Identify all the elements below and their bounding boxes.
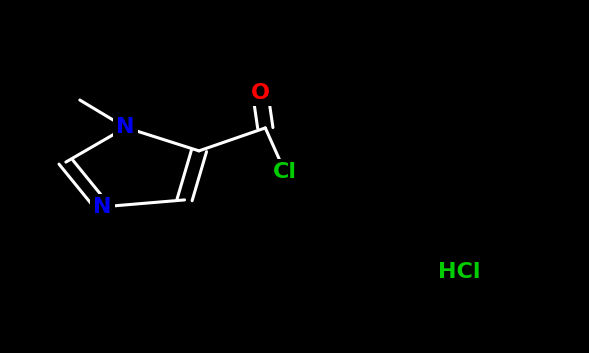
Text: O: O bbox=[251, 83, 270, 103]
Text: N: N bbox=[117, 118, 135, 137]
Text: N: N bbox=[93, 197, 111, 217]
Text: Cl: Cl bbox=[273, 162, 297, 182]
Text: HCl: HCl bbox=[438, 262, 481, 282]
